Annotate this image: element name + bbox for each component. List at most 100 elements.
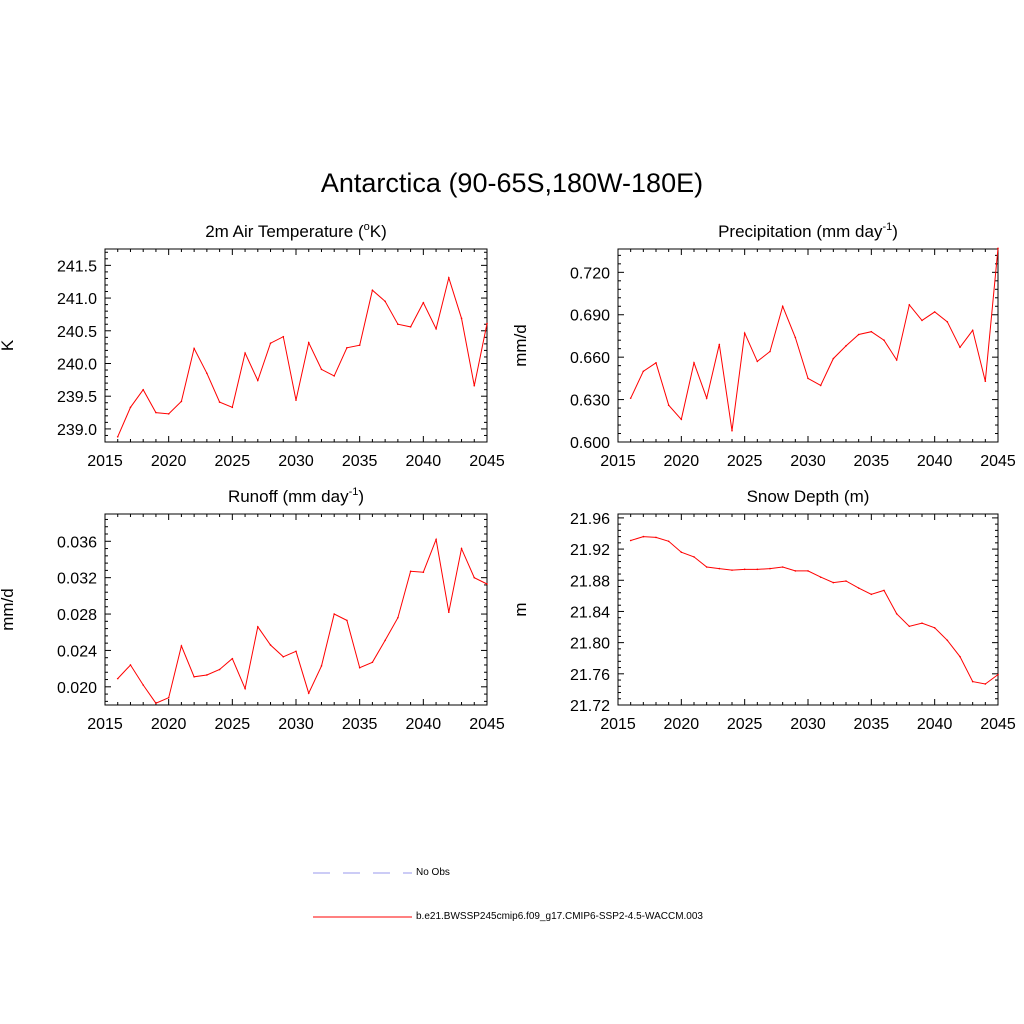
data-point <box>448 611 450 614</box>
data-point <box>857 587 860 589</box>
data-point <box>971 680 974 683</box>
chart-title-end: ) <box>892 222 898 241</box>
y-tick-label: 239.5 <box>57 389 97 406</box>
y-tick-label: 0.660 <box>570 350 610 367</box>
data-point <box>384 639 386 642</box>
chart-panel-2: 2015 2020 2025 2030 2035 2040 2045 0.600 0.630 0.… <box>511 221 1016 470</box>
data-point <box>473 576 476 579</box>
x-tick-label: 2025 <box>727 453 763 470</box>
data-point <box>655 362 657 364</box>
data-point <box>629 539 632 542</box>
data-point <box>718 567 721 570</box>
data-point <box>155 411 157 414</box>
data-point <box>693 556 695 558</box>
data-point <box>870 593 873 596</box>
data-point <box>116 435 119 438</box>
x-tick-label: 2015 <box>87 716 123 733</box>
x-tick-label: 2045 <box>980 716 1016 733</box>
data-point <box>282 335 285 338</box>
data-point <box>769 567 771 570</box>
data-point <box>870 330 873 333</box>
data-point <box>655 536 657 539</box>
x-tick-label: 2015 <box>600 716 636 733</box>
legend-label-no-obs: No Obs <box>416 867 450 878</box>
y-tick-label: 0.720 <box>570 265 610 282</box>
data-point <box>244 352 246 354</box>
data-point <box>819 576 822 578</box>
data-point <box>358 666 361 669</box>
data-point <box>794 336 797 339</box>
data-point <box>781 305 784 308</box>
data-point <box>781 566 784 568</box>
chart-title-end: K) <box>370 222 387 241</box>
data-point <box>218 401 221 403</box>
data-point <box>667 540 670 543</box>
x-tick-label: 2045 <box>980 453 1016 470</box>
data-point <box>193 676 195 678</box>
data-point <box>397 616 399 619</box>
data-point <box>295 399 297 401</box>
data-point <box>206 372 208 375</box>
data-point <box>116 677 119 680</box>
data-point <box>269 342 272 345</box>
data-point <box>921 622 923 624</box>
data-point <box>756 568 759 571</box>
y-tick-label: 241.5 <box>57 258 97 275</box>
data-point <box>473 384 476 387</box>
data-point <box>422 301 425 304</box>
y-tick-label: 21.84 <box>570 604 610 621</box>
data-point <box>731 429 733 432</box>
data-point <box>819 384 822 387</box>
data-point <box>409 326 412 328</box>
data-point <box>731 569 733 571</box>
data-point <box>895 612 898 615</box>
data-point <box>257 625 259 628</box>
data-point <box>231 406 234 409</box>
y-axis-label: m <box>511 602 530 616</box>
chart-title: Runoff (mm day-1) <box>228 486 364 506</box>
data-point <box>807 377 809 380</box>
data-point <box>460 547 463 550</box>
data-point <box>307 341 310 344</box>
plot-frame <box>617 513 999 706</box>
x-tick-label: 2035 <box>854 453 890 470</box>
data-point <box>680 418 683 421</box>
data-point <box>845 345 847 347</box>
data-point <box>921 319 923 322</box>
chart-panel-3: 2015 2020 2025 2030 2035 2040 2045 0.020 0.024 0.… <box>0 486 505 733</box>
data-point <box>680 551 683 553</box>
data-point <box>231 657 234 660</box>
data-point <box>346 346 348 349</box>
plot-frame <box>104 513 488 706</box>
data-point <box>193 347 195 350</box>
x-tick-label: 2045 <box>469 453 505 470</box>
y-tick-label: 0.024 <box>57 643 97 660</box>
x-tick-label: 2025 <box>215 453 251 470</box>
data-point <box>409 570 412 573</box>
data-point <box>269 644 272 646</box>
data-point <box>769 350 771 353</box>
data-point <box>971 329 974 332</box>
y-tick-label: 239.0 <box>57 422 97 439</box>
data-point <box>857 333 860 336</box>
x-tick-label: 2030 <box>790 716 826 733</box>
data-point <box>832 357 835 360</box>
data-point <box>997 673 999 676</box>
x-tick-label: 2040 <box>917 453 953 470</box>
y-tick-label: 0.690 <box>570 308 610 325</box>
x-tick-label: 2035 <box>854 716 890 733</box>
chart-title-sup: o <box>364 221 370 233</box>
chart-panel-1: 2015 2020 2025 2030 2035 2040 2045 239.0 239.5 24… <box>0 221 505 470</box>
y-axis-label: K <box>0 339 17 351</box>
chart-title-main: Precipitation (mm day <box>718 222 883 241</box>
chart-title: Snow Depth (m) <box>747 487 870 506</box>
data-point <box>333 613 336 615</box>
chart-title: 2m Air Temperature (oK) <box>205 221 387 241</box>
data-point <box>371 289 374 292</box>
x-tick-label: 2030 <box>278 716 314 733</box>
y-tick-label: 21.76 <box>570 667 610 684</box>
data-point <box>333 375 336 377</box>
data-point <box>320 368 323 371</box>
x-tick-label: 2040 <box>406 453 442 470</box>
